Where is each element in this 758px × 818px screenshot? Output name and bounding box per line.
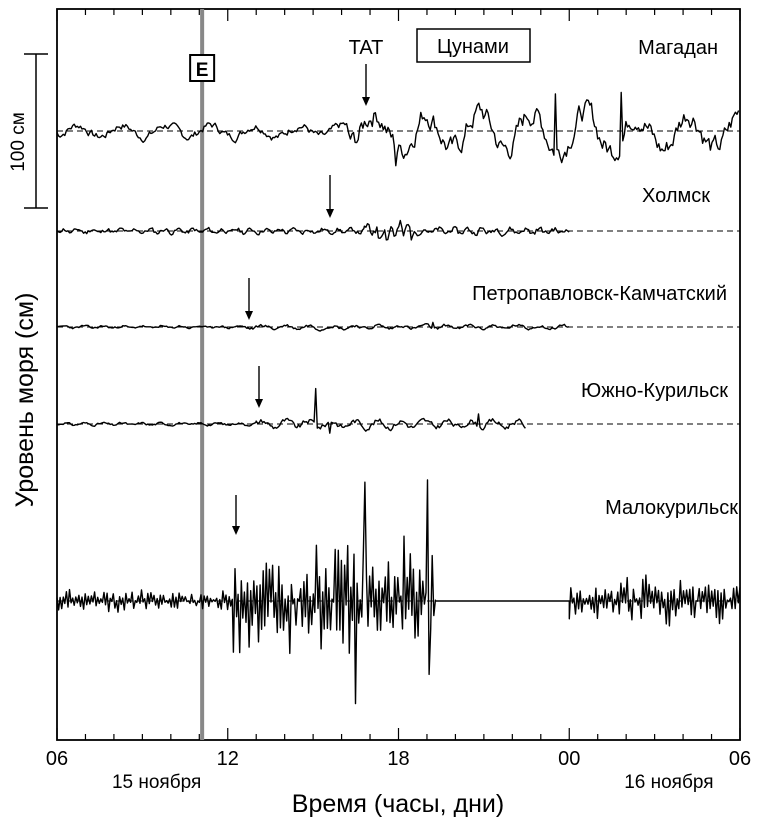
series-labels: Магадан Холмск Петропавловск-Камчатский Южн… [472,37,738,519]
series-layer [56,64,741,705]
x-tick-label: 12 [217,748,239,770]
x-tick-label: 18 [387,748,409,770]
station-label: Холмск [642,185,710,207]
series-line [56,387,526,434]
station-label: Южно-Курильск [581,380,728,402]
date-label: 15 ноября [112,772,201,793]
station-label: Магадан [638,37,718,59]
tat-label: TAT [349,37,384,59]
event-label: E [196,60,209,81]
series-line [56,219,570,241]
series-line [56,91,740,167]
x-tick-label: 06 [729,748,751,770]
series-line [56,321,570,332]
x-axis-ticks: 06 12 18 00 06 15 ноября 16 ноября [46,9,751,793]
arrival-arrow-head [245,311,253,320]
plot-frame [56,8,741,741]
scale-bar-label: 100 см [8,112,29,172]
x-tick-label: 06 [46,748,68,770]
x-tick-label: 00 [558,748,580,770]
tsunami-legend-label: Цунами [437,36,509,58]
arrival-arrow-head [232,526,240,535]
arrival-arrow-head [255,399,263,408]
y-axis-label: Уровень моря (см) [11,293,39,508]
event-marker: E [189,54,216,82]
station-label: Малокурильск [605,497,738,519]
scale-bar: 100 см [8,53,48,209]
tsunami-legend-box: Цунами [416,28,531,63]
arrival-arrow-head [326,209,334,218]
x-axis-label: Время (часы, дни) [292,790,504,818]
station-label: Петропавловск-Камчатский [472,283,727,305]
series-line [56,479,741,705]
date-label: 16 ноября [624,772,713,793]
arrival-arrow-head [362,97,370,106]
